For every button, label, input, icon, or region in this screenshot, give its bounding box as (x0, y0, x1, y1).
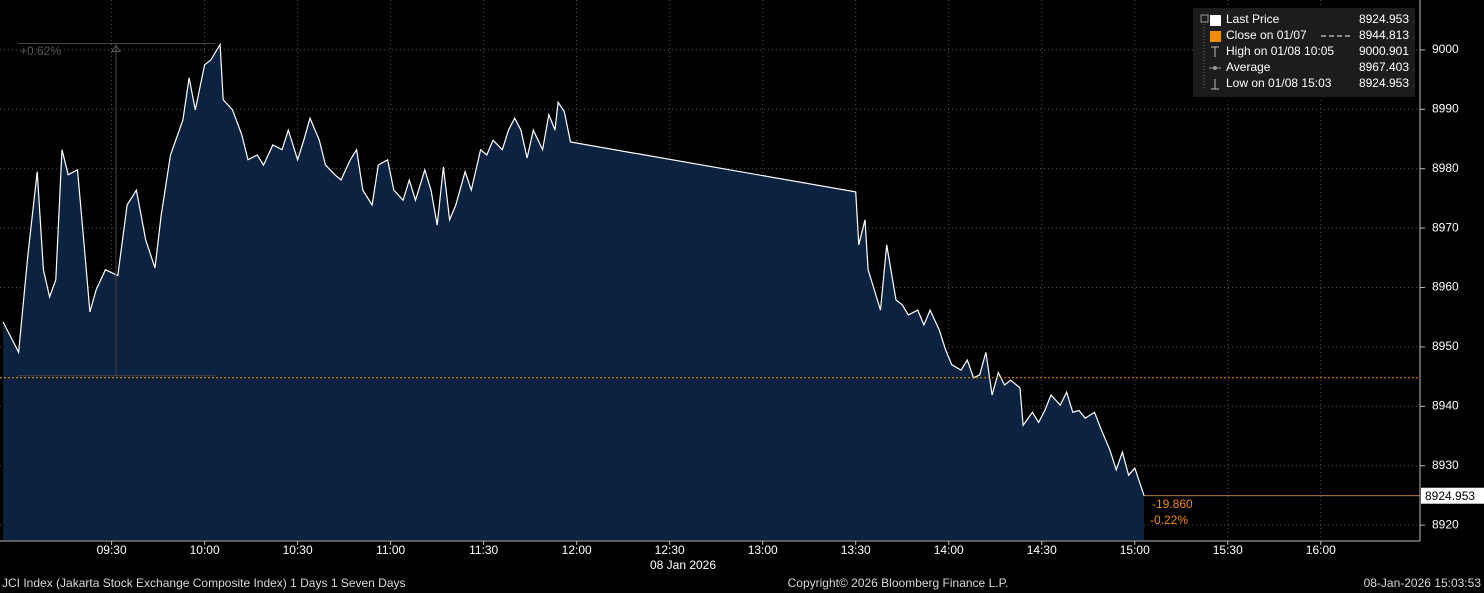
high-pct-annotation: +0.62% (20, 44, 61, 58)
legend-toggle (1200, 14, 1209, 23)
y-tick-label: 9000 (1432, 42, 1459, 56)
legend-label: Close on 01/07 (1226, 28, 1307, 42)
x-tick-label: 14:00 (934, 543, 964, 557)
y-tick-label: 8920 (1432, 517, 1459, 531)
area-fill (3, 44, 1145, 540)
y-tick-label: 8990 (1432, 101, 1459, 115)
x-tick-label: 13:00 (748, 543, 778, 557)
x-tick-label: 14:30 (1027, 543, 1057, 557)
legend-label: Average (1226, 60, 1271, 74)
legend-box (1193, 8, 1415, 97)
x-tick-label: 12:00 (562, 543, 592, 557)
x-tick-label: 11:00 (376, 543, 405, 557)
legend-swatch (1213, 66, 1217, 70)
high-marker (111, 44, 121, 53)
plot (0, 0, 1420, 540)
x-tick-label: 09:30 (97, 543, 127, 557)
legend-label: Low on 01/08 15:03 (1226, 76, 1332, 90)
x-tick-label: 13:30 (841, 543, 871, 557)
legend-value: 8944.813 (1359, 28, 1409, 42)
legend-swatch (1210, 15, 1221, 26)
x-tick-label: 12:30 (655, 543, 685, 557)
y-tick-label: 8960 (1432, 280, 1459, 294)
legend-value: 9000.901 (1359, 44, 1409, 58)
legend-value: 8924.953 (1359, 76, 1409, 90)
x-tick-label: 15:30 (1213, 543, 1243, 557)
legend-swatch (1211, 79, 1219, 90)
y-tick-label: 8970 (1432, 220, 1459, 234)
footer-center: Copyright© 2026 Bloomberg Finance L.P. (788, 576, 1009, 590)
legend-value: 8967.403 (1359, 60, 1409, 74)
x-tick-label: 11:30 (469, 543, 498, 557)
x-tick-label: 15:00 (1120, 543, 1150, 557)
legend-swatch (1211, 46, 1219, 57)
change-pct-annotation: -0.22% (1150, 513, 1188, 527)
legend-label: Last Price (1226, 12, 1280, 26)
y-tick-label: 8930 (1432, 458, 1459, 472)
y-tick-label: 8950 (1432, 339, 1459, 353)
change-annotation: -19.860 (1152, 497, 1193, 511)
footer-right: 08-Jan-2026 15:03:53 (1364, 576, 1482, 590)
x-tick-label: 10:00 (190, 543, 220, 557)
legend-swatch (1210, 31, 1221, 42)
x-sublabel: 08 Jan 2026 (650, 558, 716, 572)
price-line (2, 42, 1145, 496)
last-price-tag (1421, 487, 1484, 504)
legend-label: High on 01/08 10:05 (1226, 44, 1334, 58)
x-tick-label: 16:00 (1306, 543, 1336, 557)
y-tick-label: 8980 (1432, 161, 1459, 175)
x-tick-label: 10:30 (283, 543, 313, 557)
last-price-tag-label: 8924.953 (1425, 489, 1475, 503)
footer-left: JCI Index (Jakarta Stock Exchange Compos… (2, 576, 406, 590)
legend-value: 8924.953 (1359, 12, 1409, 26)
y-tick-label: 8940 (1432, 399, 1459, 413)
